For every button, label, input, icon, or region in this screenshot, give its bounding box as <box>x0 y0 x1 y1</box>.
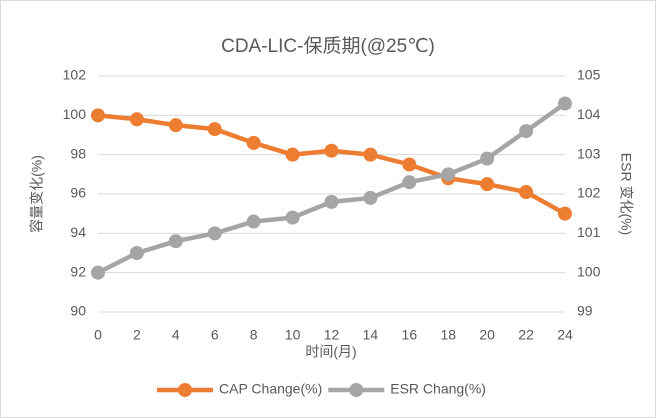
y-tick-label: 94 <box>70 224 86 240</box>
x-tick-label: 2 <box>133 327 141 343</box>
y2-axis-label: ESR 变化(%) <box>618 153 634 235</box>
x-tick-label: 20 <box>479 327 495 343</box>
data-point <box>168 234 183 249</box>
y-tick-label: 92 <box>70 263 86 279</box>
data-point <box>91 265 105 280</box>
x-tick-label: 18 <box>440 327 456 343</box>
data-point <box>129 246 144 260</box>
x-tick-label: 6 <box>211 327 219 343</box>
data-point <box>558 206 572 221</box>
legend-marker <box>178 383 192 397</box>
x-tick-label: 12 <box>324 327 340 343</box>
data-point <box>168 118 183 133</box>
data-point <box>402 157 417 172</box>
y2-tick-label: 99 <box>577 303 593 319</box>
y2-tick-label: 102 <box>577 185 601 201</box>
x-axis-label: 时间(月) <box>305 344 356 360</box>
y2-tick-label: 103 <box>577 145 601 161</box>
x-tick-label: 8 <box>250 327 258 343</box>
y2-tick-label: 100 <box>577 263 601 279</box>
legend-marker <box>349 383 364 397</box>
y-tick-label: 90 <box>70 303 86 319</box>
data-point <box>402 175 417 190</box>
data-point <box>285 210 300 225</box>
data-point <box>129 112 144 127</box>
x-tick-label: 4 <box>172 327 180 343</box>
data-point <box>246 135 261 150</box>
y-tick-label: 102 <box>63 67 87 83</box>
x-tick-label: 24 <box>557 327 573 343</box>
legend-label: ESR Chang(%) <box>390 381 486 397</box>
x-tick-label: 10 <box>285 327 301 343</box>
data-point <box>207 122 222 137</box>
x-tick-label: 14 <box>363 327 379 343</box>
chart-title: CDA-LIC-保质期(@25℃) <box>221 35 435 57</box>
x-tick-label: 22 <box>518 327 534 343</box>
data-point <box>363 147 378 162</box>
x-tick-label: 0 <box>94 327 102 343</box>
y2-tick-label: 104 <box>577 106 601 122</box>
data-point <box>480 151 495 166</box>
x-tick-label: 16 <box>402 327 418 343</box>
data-point <box>324 194 339 209</box>
data-point <box>285 147 300 162</box>
legend-label: CAP Change(%) <box>219 381 322 397</box>
data-point <box>324 143 339 158</box>
y2-tick-label: 105 <box>577 67 601 83</box>
data-point <box>441 167 456 182</box>
data-point <box>480 177 495 192</box>
data-point <box>519 185 534 200</box>
y-tick-label: 96 <box>70 185 86 201</box>
data-point <box>558 96 572 111</box>
y-tick-label: 98 <box>70 145 86 161</box>
data-point <box>246 214 261 229</box>
y-tick-label: 100 <box>63 106 87 122</box>
data-point <box>519 124 534 139</box>
y2-tick-label: 101 <box>577 224 601 240</box>
y-axis-label: 容量变化(%) <box>29 155 45 233</box>
data-point <box>207 226 222 241</box>
data-point <box>91 108 105 123</box>
data-point <box>363 190 378 205</box>
